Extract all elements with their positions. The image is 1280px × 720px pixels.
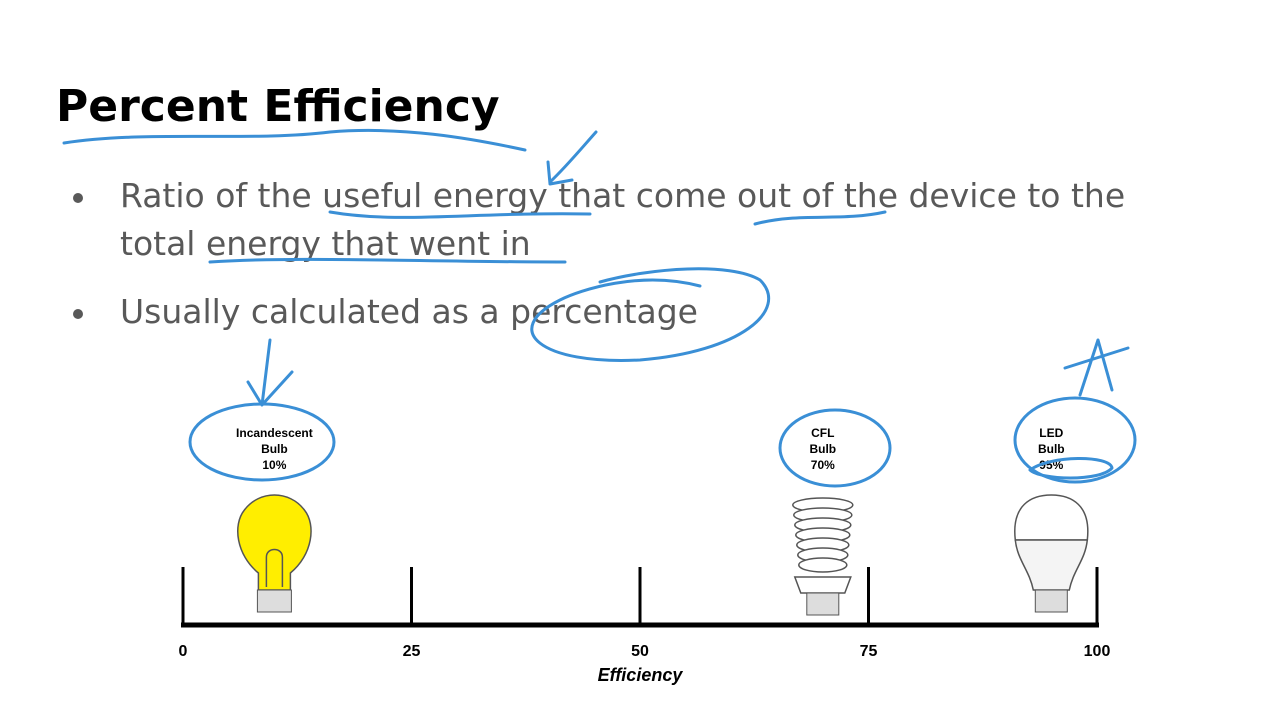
cfl-neck (793, 576, 852, 594)
led-globe (1014, 494, 1089, 541)
bulb-label: LED (1039, 426, 1063, 440)
bulb-label: Bulb (809, 442, 836, 456)
bullet-dot (73, 193, 83, 203)
tick-label: 25 (403, 643, 421, 660)
bullet-text: Usually calculated as a percentage (120, 292, 698, 331)
bulb-value-label: 10% (262, 458, 286, 472)
bulb-glass (237, 494, 312, 591)
cfl-coil (798, 557, 848, 573)
tick-label: 100 (1084, 643, 1111, 660)
bullet-text: total energy that went in (120, 224, 531, 263)
bulb (1014, 494, 1089, 613)
slide-title: Percent Efficiency (56, 81, 500, 132)
bulb-label: Bulb (261, 442, 288, 456)
bulb-base (806, 592, 840, 616)
tick-label: 0 (179, 643, 188, 660)
bulb (792, 497, 854, 616)
tick-label: 50 (631, 643, 649, 660)
bulb-base (256, 589, 292, 613)
bulb-label: Incandescent (236, 426, 313, 440)
tick-label: 75 (860, 643, 878, 660)
bulb-label: Bulb (1038, 442, 1065, 456)
axis-label: Efficiency (598, 665, 684, 685)
bullet-text: Ratio of the useful energy that come out… (120, 176, 1125, 215)
bullet-dot (73, 309, 83, 319)
led-body (1014, 539, 1089, 591)
bulb-label: CFL (811, 426, 834, 440)
annotations (62, 128, 1137, 488)
bulb (237, 494, 312, 613)
filament (265, 548, 284, 587)
bulb-value-label: 70% (811, 458, 835, 472)
bulb-base (1034, 589, 1068, 613)
